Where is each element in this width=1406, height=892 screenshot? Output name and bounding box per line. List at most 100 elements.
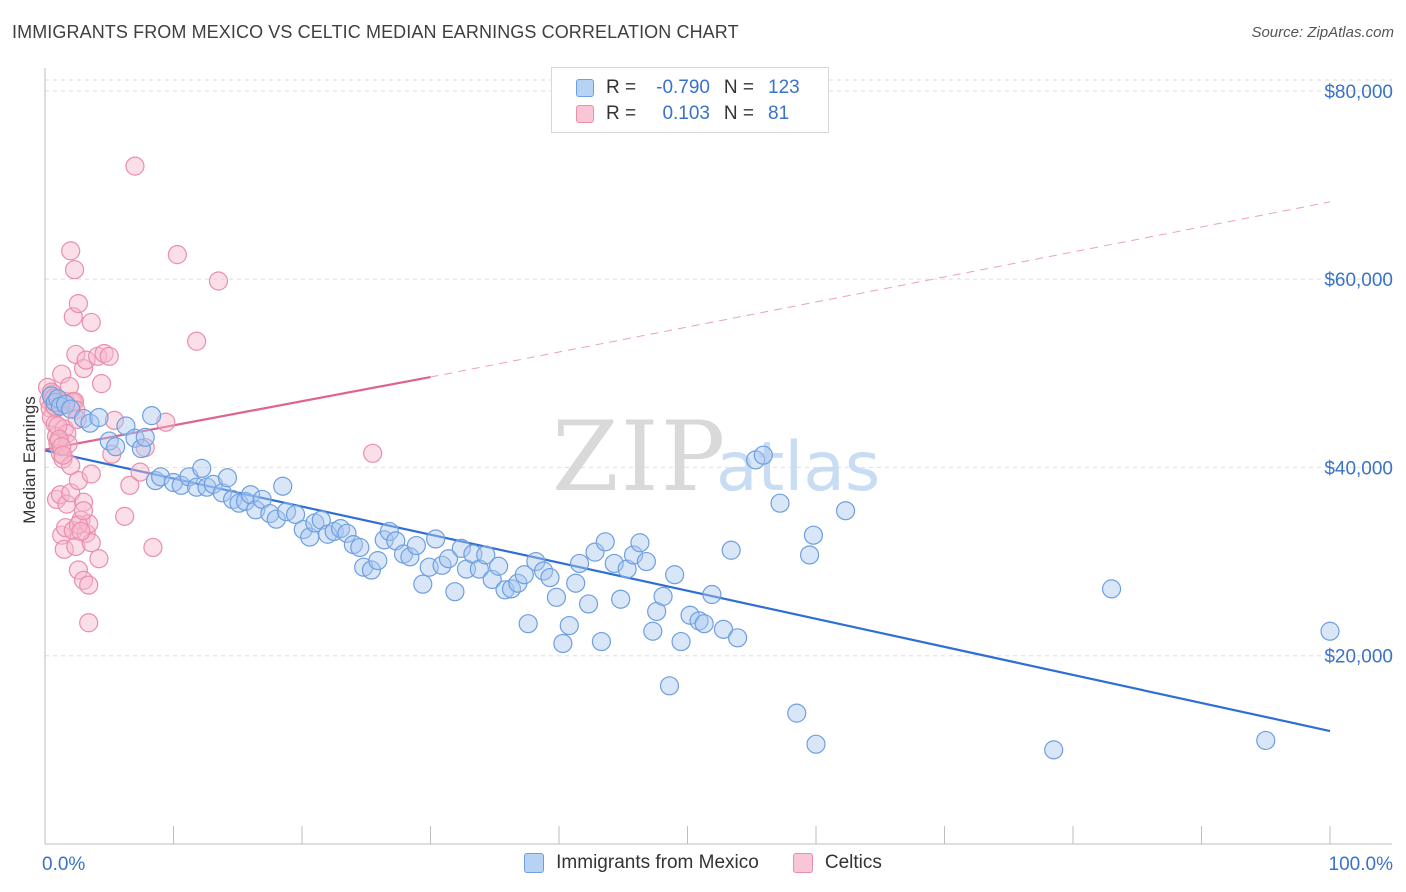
legend-n-label: N = <box>723 103 754 124</box>
data-point-mexico <box>770 493 790 513</box>
legend-r-label: R = <box>606 103 637 124</box>
data-point-mexico <box>636 551 656 572</box>
legend-item-celtics[interactable]: Celtics <box>792 852 882 874</box>
legend-row-celtics: R = 0.103 N = 81 <box>576 102 812 126</box>
x-tick-label: 0.0% <box>42 854 85 875</box>
data-point-mexico <box>350 537 370 558</box>
legend-swatch-pink <box>792 853 813 873</box>
data-point-celtics <box>125 156 145 176</box>
data-point-celtics <box>73 501 94 521</box>
data-point-celtics <box>79 575 99 595</box>
data-point-mexico <box>266 509 286 529</box>
data-point-mexico <box>665 565 685 585</box>
data-point-mexico <box>476 545 496 565</box>
y-tick-label: $80,000 <box>1324 82 1393 103</box>
data-point-mexico <box>806 734 826 754</box>
trend-line-celtics-extended <box>430 201 1331 378</box>
data-point-mexico <box>617 559 637 579</box>
data-point-mexico <box>753 445 773 465</box>
data-point-mexico <box>187 477 207 497</box>
data-point-mexico <box>368 551 388 571</box>
data-point-mexico <box>445 582 465 602</box>
legend-r-value: 0.103 <box>662 103 710 124</box>
data-point-mexico <box>518 614 538 634</box>
tick-labels: $20,000 $40,000 $60,000 $80,000 0.0% 100.0% <box>42 82 1393 875</box>
axes <box>44 68 1392 845</box>
data-point-celtics <box>49 429 69 449</box>
legend-swatch-blue <box>524 853 545 873</box>
data-point-mexico <box>728 628 748 648</box>
data-point-mexico <box>671 631 691 652</box>
data-point-mexico <box>689 611 709 631</box>
data-point-mexico <box>702 584 722 605</box>
data-point-mexico <box>426 529 446 549</box>
legend-row-mexico: R = -0.790 N = 123 <box>576 76 812 100</box>
data-point-mexico <box>585 542 605 562</box>
data-point-celtics <box>59 376 80 397</box>
data-point-mexico <box>694 614 714 634</box>
data-point-celtics <box>363 443 383 463</box>
legend-swatch-pink <box>576 105 594 123</box>
data-point-mexico <box>630 533 650 553</box>
data-point-celtics <box>130 462 150 482</box>
data-point-celtics <box>81 312 101 333</box>
data-point-mexico <box>406 535 426 556</box>
data-point-mexico <box>361 560 381 580</box>
data-point-celtics <box>66 536 86 557</box>
data-point-celtics <box>81 464 101 484</box>
data-point-mexico <box>413 574 433 594</box>
data-point-mexico <box>799 545 820 565</box>
data-point-mexico <box>1101 579 1122 599</box>
data-point-celtics <box>167 245 187 265</box>
points-pink <box>37 156 383 633</box>
x-tick-label: 100.0% <box>1329 854 1394 875</box>
data-point-mexico <box>546 587 567 607</box>
data-point-celtics <box>143 537 163 558</box>
data-point-mexico <box>787 703 807 723</box>
data-point-celtics <box>61 241 81 261</box>
grid-lines <box>45 79 1392 657</box>
data-point-mexico <box>400 547 420 567</box>
data-point-mexico <box>212 483 232 503</box>
data-point-celtics <box>94 343 114 364</box>
legend-r-label: R = <box>606 77 637 98</box>
watermark-zip: ZIP <box>552 401 727 513</box>
data-point-celtics <box>79 613 99 633</box>
data-point-celtics <box>71 521 91 542</box>
legend-swatch-blue <box>576 79 594 97</box>
data-point-mexico <box>241 485 261 505</box>
data-point-mexico <box>106 437 126 457</box>
data-point-celtics <box>67 409 87 429</box>
data-point-celtics <box>208 271 229 291</box>
data-point-mexico <box>131 438 151 459</box>
data-point-celtics <box>104 410 124 430</box>
legend-label-mexico: Immigrants from Mexico <box>556 852 759 873</box>
data-point-mexico <box>569 553 590 574</box>
chart-title: IMMIGRANTS FROM MEXICO VS CELTIC MEDIAN … <box>12 22 739 42</box>
data-point-celtics <box>99 346 119 366</box>
data-point-mexico <box>803 525 824 545</box>
data-point-mexico <box>566 573 586 593</box>
legend-item-mexico[interactable]: Immigrants from Mexico <box>524 852 759 874</box>
data-point-mexico <box>553 633 573 654</box>
y-tick-label: $40,000 <box>1324 458 1393 479</box>
watermark-atlas: atlas <box>716 428 880 507</box>
data-point-celtics <box>187 331 207 351</box>
y-tick-label: $60,000 <box>1324 270 1393 291</box>
correlation-legend: R = -0.790 N = 123 R = 0.103 N = 81 <box>551 67 829 133</box>
data-point-celtics <box>91 374 112 394</box>
data-point-celtics <box>156 412 176 432</box>
legend-n-value: 81 <box>768 103 790 124</box>
data-point-mexico <box>61 399 81 419</box>
legend-r-value: -0.790 <box>656 77 710 98</box>
data-point-celtics <box>54 539 74 559</box>
data-point-mexico <box>611 589 631 609</box>
points-blue <box>41 386 1340 760</box>
y-tick-label: $20,000 <box>1324 647 1393 668</box>
trend-line-celtics <box>44 375 431 451</box>
data-point-mexico <box>285 504 306 525</box>
data-point-mexico <box>379 521 399 542</box>
data-point-mexico <box>514 565 534 585</box>
data-point-mexico <box>293 519 313 540</box>
